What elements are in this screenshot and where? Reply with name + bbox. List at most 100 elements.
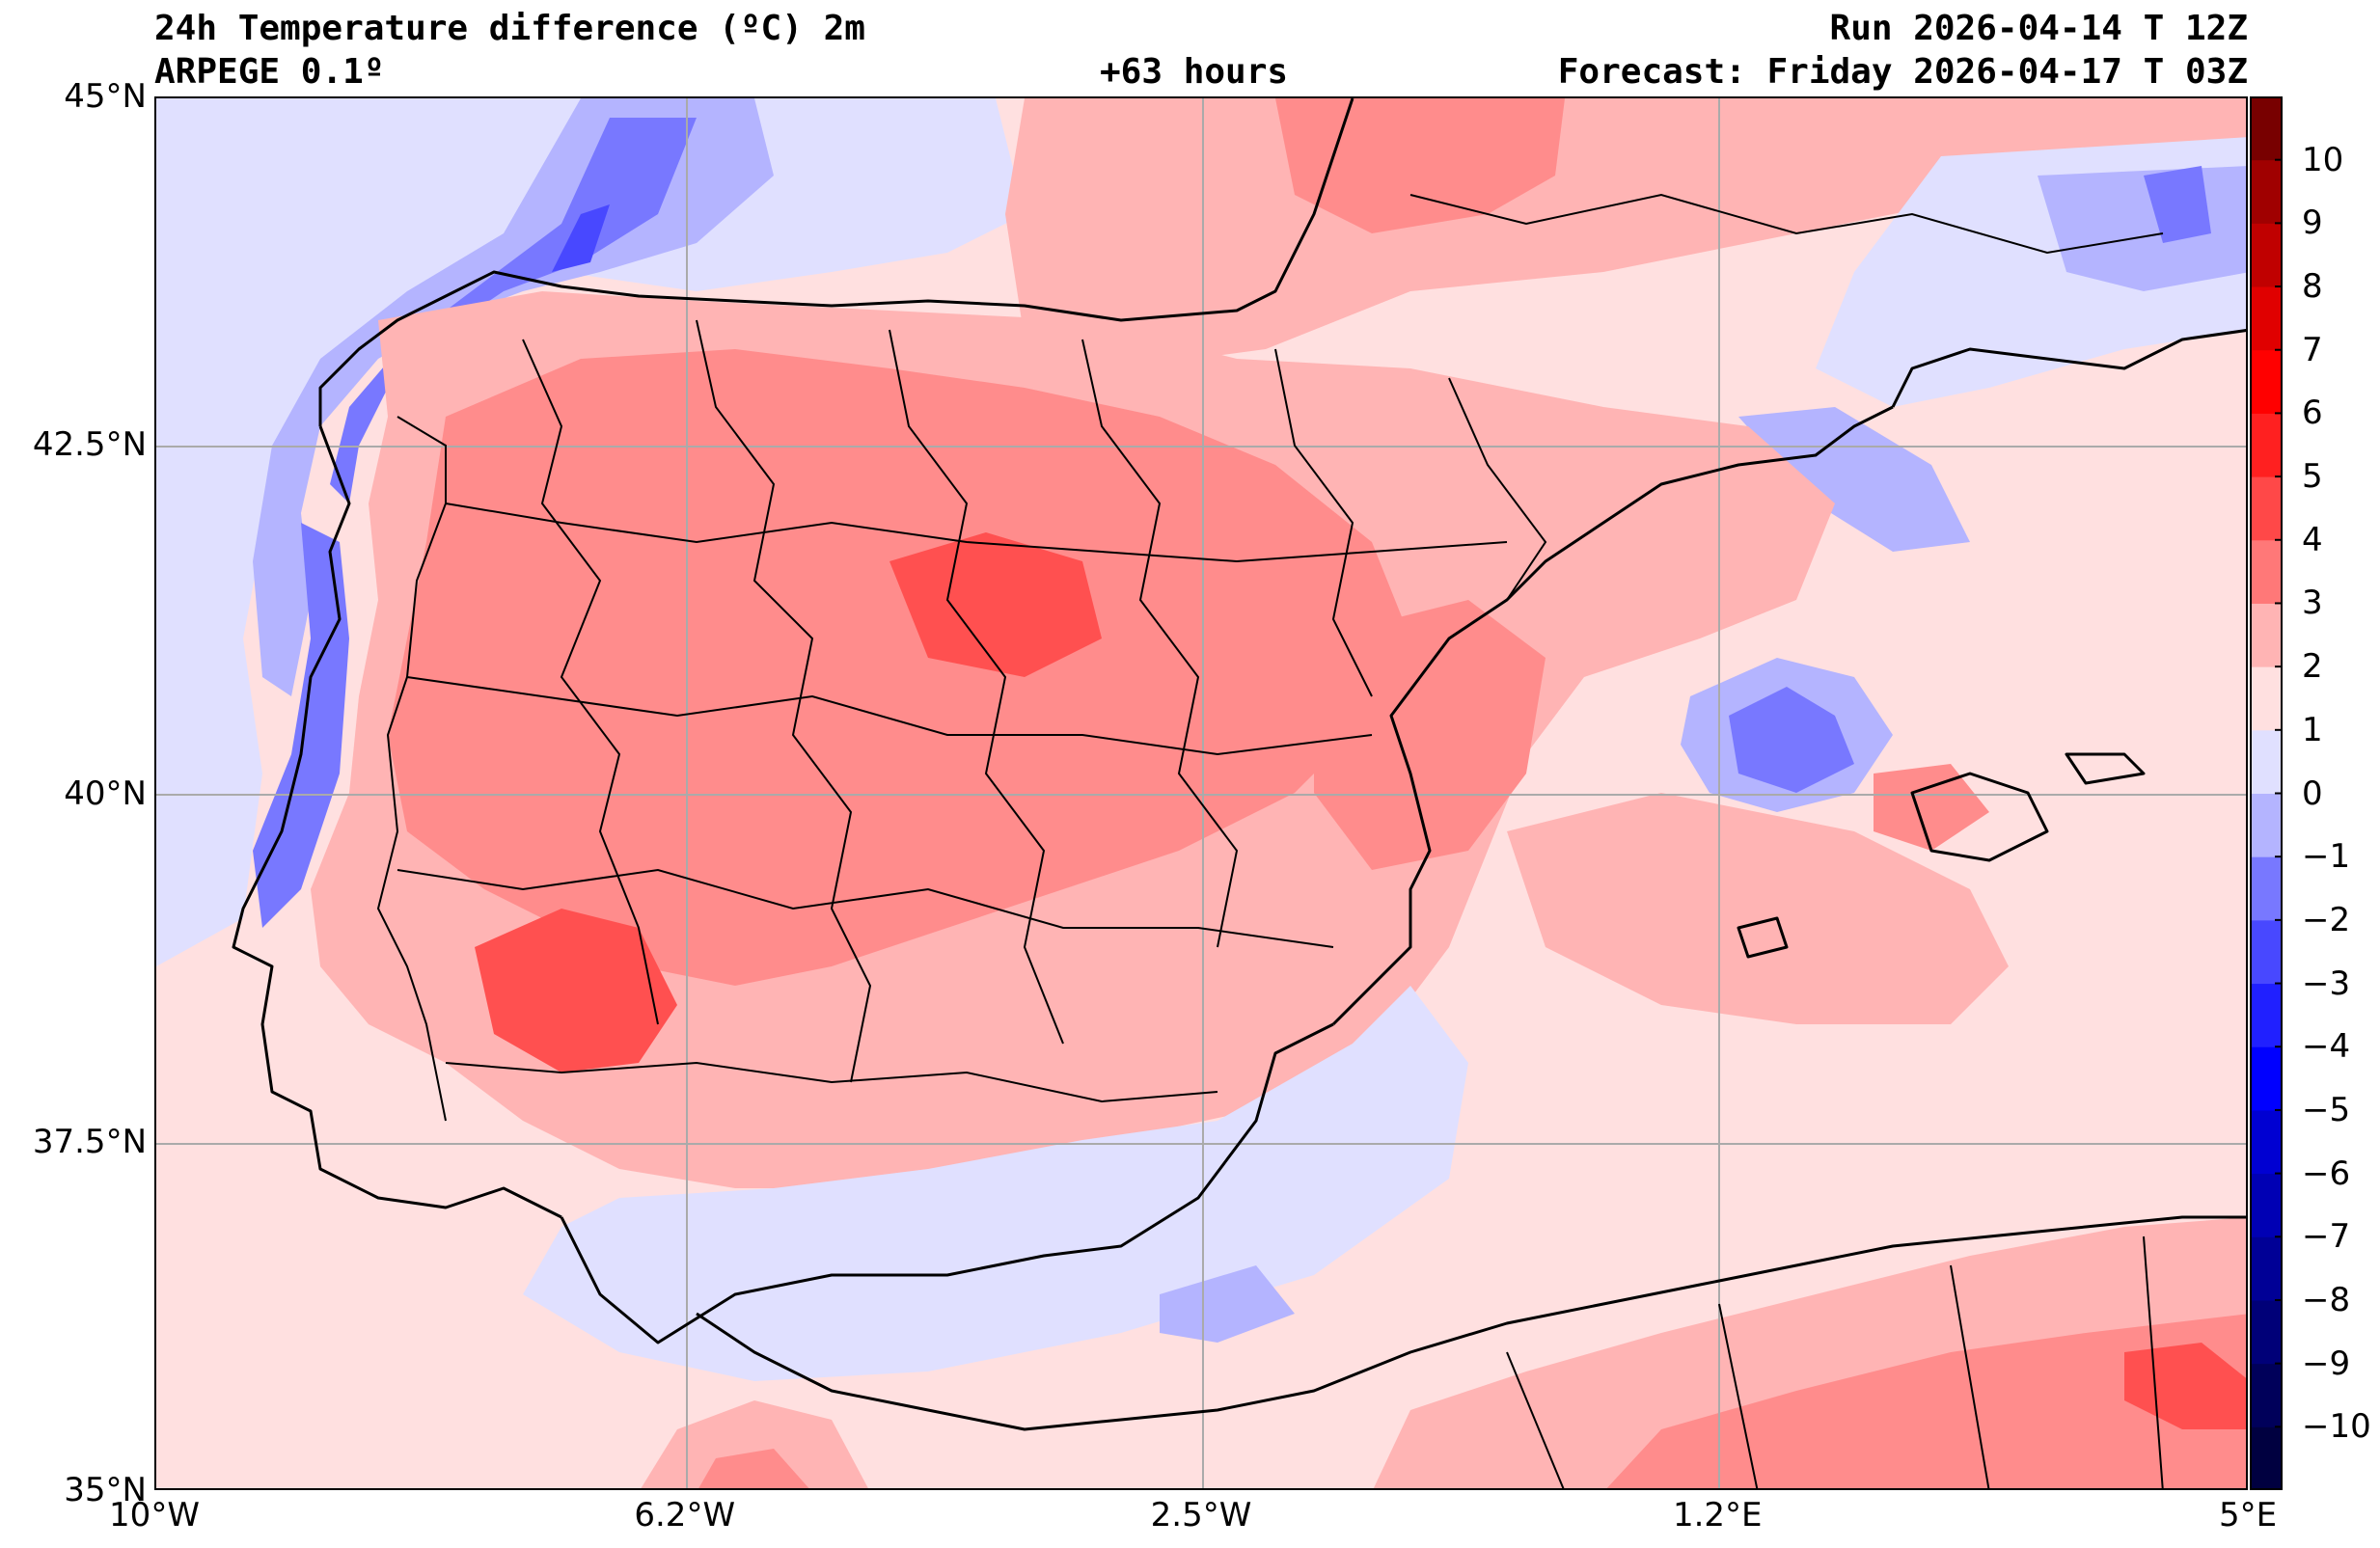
province-line-8 (406, 676, 1373, 756)
temperature-difference-map (156, 98, 2246, 1488)
coast-iberia-south (560, 1022, 1334, 1344)
colorbar-tick-label: −4 (2302, 1027, 2351, 1067)
colorbar-band (2250, 983, 2283, 1047)
border-africa-internal (1506, 1236, 2164, 1488)
colorbar-band (2250, 1109, 2283, 1175)
map-panel (154, 96, 2248, 1490)
province-line-7 (445, 502, 1508, 563)
colorbar-band (2250, 223, 2283, 287)
province-line-10 (445, 1061, 1218, 1103)
colorbar-band (2250, 1363, 2283, 1427)
colorbar-band (2250, 1426, 2283, 1490)
field-cool1-alboran (1160, 1265, 1295, 1343)
coast-menorca (2065, 752, 2146, 785)
border-france-internal (1409, 193, 2164, 255)
colorbar-tick-label: 1 (2302, 710, 2323, 749)
colorbar-tick-label: −7 (2302, 1217, 2351, 1257)
colorbar-tick-label: −10 (2302, 1407, 2371, 1447)
colorbar-tick-label: 8 (2302, 267, 2323, 307)
colorbar-tick-label: 4 (2302, 520, 2323, 559)
field-cool2-balearic (1729, 687, 1854, 793)
lon-label: 6.2°W (634, 1496, 736, 1534)
colorbar-band (2250, 286, 2283, 351)
border-portugal-spain (376, 416, 447, 1122)
field-warm1-med (1507, 793, 2009, 1024)
colorbar-band (2250, 1173, 2283, 1237)
coast-north-africa (696, 1215, 2246, 1431)
colorbar-band (2250, 159, 2283, 224)
model-name: ARPEGE 0.1º (154, 52, 385, 92)
field-warm1-morocco (641, 1400, 868, 1488)
colorbar-band (2250, 1299, 2283, 1365)
lat-label: 40°N (64, 774, 147, 813)
province-line-3 (889, 329, 1064, 1045)
field-warm2-iberia (388, 349, 1410, 986)
field-warm3-southwest (475, 909, 677, 1073)
lon-label: 10°W (109, 1496, 200, 1534)
lat-label: 37.5°N (32, 1122, 147, 1161)
lon-label: 5°E (2218, 1496, 2278, 1534)
field-cool2-alps (2144, 166, 2211, 243)
colorbar-band (2250, 539, 2283, 604)
colorbar (2250, 96, 2283, 1490)
field-cool2-galicia-coast (253, 523, 349, 928)
colorbar-tick-label: 2 (2302, 647, 2323, 687)
colorbar-tick-label: −8 (2302, 1280, 2351, 1319)
colorbar-tick-label: 9 (2302, 204, 2323, 243)
field-cool1-biscay (253, 98, 774, 696)
coast-iberia-east (1331, 405, 1894, 1026)
field-warm3-center (889, 532, 1102, 677)
colorbar-tick-label: 7 (2302, 330, 2323, 369)
colorbar-tick-label: 6 (2302, 394, 2323, 433)
colorbar-band (2250, 349, 2283, 414)
province-line-1 (522, 339, 659, 1025)
field-cool1-gulf-lion (1738, 407, 1970, 552)
colorbar-band (2250, 729, 2283, 794)
colorbar-tick-label: 5 (2302, 457, 2323, 497)
province-line-5 (1274, 348, 1373, 697)
lat-label: 35°N (64, 1471, 147, 1509)
colorbar-tick-label: −2 (2302, 900, 2351, 939)
field-warm2-east-iberia (1314, 600, 1546, 870)
colorbar-band (2250, 919, 2283, 985)
colorbar-tick-label: −1 (2302, 837, 2351, 877)
field-warm2-france (1275, 98, 1565, 233)
province-line-6 (1448, 377, 1547, 601)
province-line-9 (397, 868, 1334, 948)
admin-boundaries (376, 193, 2164, 1488)
lat-label: 45°N (64, 77, 147, 116)
colorbar-tick-label: −9 (2302, 1344, 2351, 1383)
coast-mallorca (1910, 772, 2049, 862)
graticule (156, 98, 2246, 1488)
coast-iberia-north (318, 98, 1354, 426)
lon-label: 1.2°E (1672, 1496, 1763, 1534)
run-time: Run 2026-04-14 T 12Z (1829, 9, 2248, 48)
colorbar-tick-label: −6 (2302, 1154, 2351, 1193)
coast-iberia-west (232, 425, 562, 1219)
field-cool-biscay (156, 98, 1025, 966)
province-line-2 (696, 319, 872, 1083)
forecast-time: Forecast: Friday 2026-04-17 T 03Z (1557, 52, 2248, 92)
field-cool3-biscay (552, 204, 610, 272)
lon-label: 2.5°W (1150, 1496, 1252, 1534)
lat-label: 42.5°N (32, 425, 147, 465)
coast-ibiza (1737, 916, 1789, 959)
field-warm2-north-africa (1606, 1314, 2246, 1488)
field-warm2-morocco (698, 1449, 809, 1488)
province-line-4 (1081, 339, 1239, 948)
colorbar-band (2250, 603, 2283, 667)
field-cool1-alps (2038, 166, 2246, 291)
colorbar-band (2250, 96, 2283, 161)
map-title: 24h Temperature difference (ºC) 2m (154, 9, 865, 48)
field-warm3-tunisia (2124, 1343, 2246, 1429)
colorbar-band (2250, 666, 2283, 731)
coastlines (232, 98, 2246, 1431)
colorbar-tick-label: −3 (2302, 964, 2351, 1003)
colorbar-band (2250, 413, 2283, 477)
colorbar-band (2250, 793, 2283, 857)
colorbar-tick-label: 10 (2302, 140, 2344, 179)
colorbar-tick-label: −5 (2302, 1090, 2351, 1129)
colorbar-band (2250, 856, 2283, 921)
coast-france-south (1891, 329, 2246, 408)
colorbar-tick-label: 0 (2302, 774, 2323, 813)
